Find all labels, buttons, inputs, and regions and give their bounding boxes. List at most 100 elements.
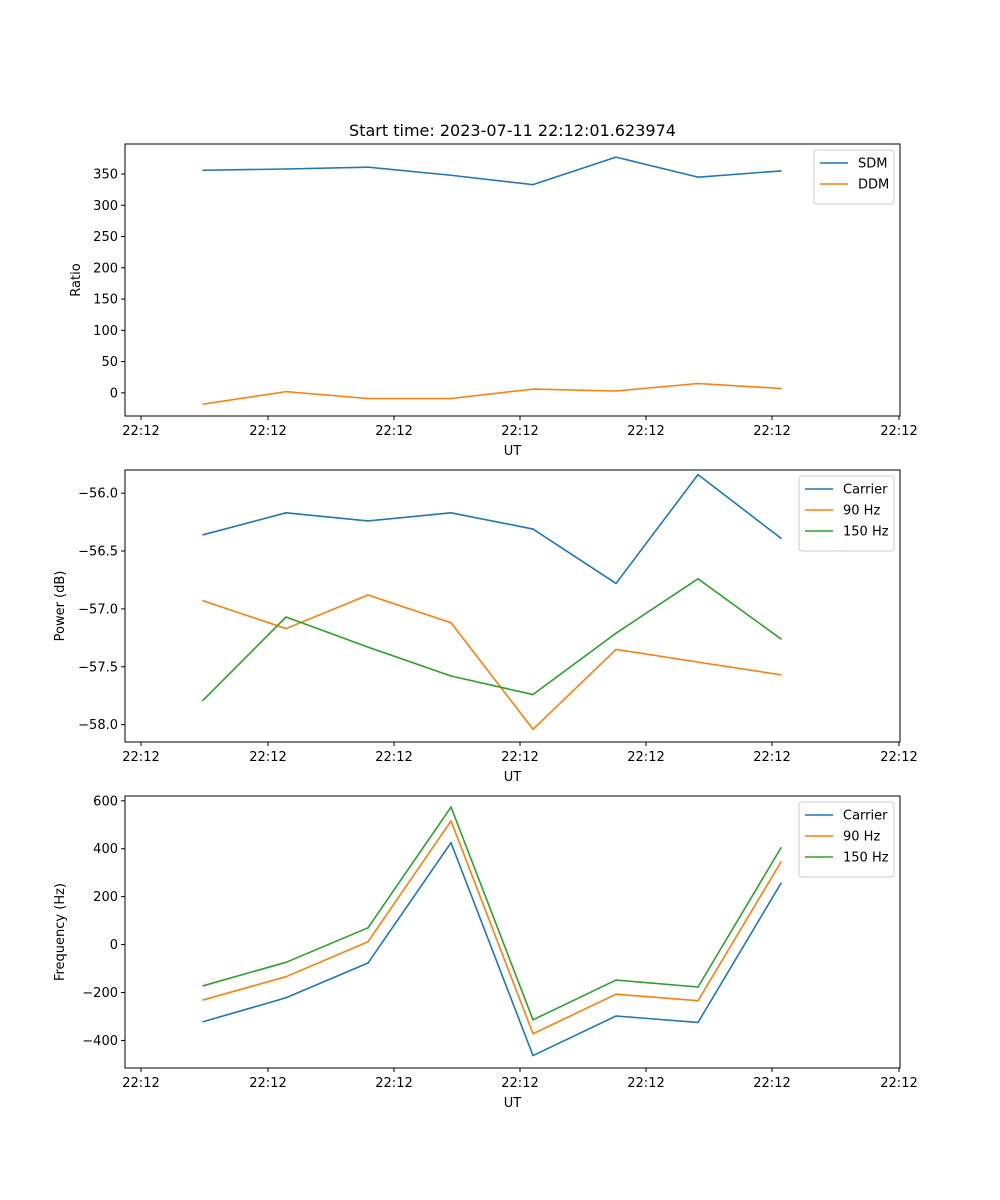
data-point xyxy=(780,170,782,172)
legend-label: Carrier xyxy=(843,809,888,824)
data-point xyxy=(532,693,534,696)
chart-panel-1: 0 50 100 150 200 250 300 350 22:12 22:12 22:12 22:1… xyxy=(69,121,918,459)
x-tick-label: 22:12 xyxy=(375,750,412,765)
data-point xyxy=(532,728,534,731)
data-point xyxy=(285,996,287,999)
data-point xyxy=(285,616,287,618)
y-axis-label: Power (dB) xyxy=(53,571,68,642)
data-point xyxy=(450,806,452,808)
y-tick-label: 150 xyxy=(93,293,118,308)
data-point xyxy=(615,1015,617,1017)
data-point xyxy=(697,999,699,1002)
data-point xyxy=(202,534,204,536)
data-point xyxy=(202,699,204,702)
data-point xyxy=(367,397,369,400)
data-point xyxy=(780,638,782,640)
legend-label: 150 Hz xyxy=(843,851,889,866)
series-line-carrier xyxy=(202,473,782,585)
y-tick-label: 300 xyxy=(93,199,118,214)
data-point xyxy=(532,183,534,186)
series-line-sdm xyxy=(202,156,782,186)
data-point xyxy=(450,621,452,624)
data-point xyxy=(202,169,204,172)
data-point xyxy=(532,1032,534,1035)
data-point xyxy=(202,1020,204,1023)
legend-box xyxy=(798,475,895,552)
y-tick-label: −400 xyxy=(82,1034,118,1049)
data-point xyxy=(615,979,617,981)
x-tick-label: 22:12 xyxy=(501,424,538,439)
x-tick-label: 22:12 xyxy=(375,424,412,439)
y-tick-label: −58.0 xyxy=(78,718,118,733)
y-tick-label: −200 xyxy=(82,986,118,1001)
series-line-150-hz xyxy=(202,806,782,1021)
data-point xyxy=(532,1019,534,1021)
data-point xyxy=(202,985,204,987)
x-axis-label: UT xyxy=(504,1096,522,1111)
data-point xyxy=(367,166,369,168)
y-tick-label: 250 xyxy=(93,230,118,245)
x-tick-label: 22:12 xyxy=(249,424,286,439)
x-axis-label: UT xyxy=(504,770,522,785)
x-tick-label: 22:12 xyxy=(753,424,790,439)
data-point xyxy=(697,661,699,663)
x-tick-label: 22:12 xyxy=(375,1076,412,1091)
data-point xyxy=(285,168,287,170)
legend-label: SDM xyxy=(858,157,887,172)
series-line-150-hz xyxy=(202,577,782,701)
data-point xyxy=(615,993,617,995)
data-point xyxy=(285,975,287,978)
x-tick-label: 22:12 xyxy=(249,750,286,765)
x-tick-label: 22:12 xyxy=(122,1076,159,1091)
data-point xyxy=(367,520,369,522)
x-tick-label: 22:12 xyxy=(249,1076,286,1091)
data-point xyxy=(697,176,699,178)
data-point xyxy=(780,537,782,540)
x-tick-label: 22:12 xyxy=(753,1076,790,1091)
legend-label: 90 Hz xyxy=(843,504,880,519)
y-tick-label: −57.0 xyxy=(78,602,118,617)
x-tick-label: 22:12 xyxy=(122,750,159,765)
data-point xyxy=(697,473,699,476)
charts-container: 0 50 100 150 200 250 300 350 22:12 22:12 22:12 22:1… xyxy=(53,121,918,1111)
data-point xyxy=(697,1021,699,1024)
data-point xyxy=(697,986,699,988)
chart-panel-2: −58.0 −57.5 −57.0 −56.5 −56.0 22:12 22:12 22:12… xyxy=(53,469,918,785)
axes-frame xyxy=(124,795,901,1069)
data-point xyxy=(532,388,534,390)
x-tick-label: 22:12 xyxy=(880,750,917,765)
data-point xyxy=(780,387,782,390)
legend-label: 90 Hz xyxy=(843,830,880,845)
data-point xyxy=(202,599,204,602)
x-tick-label: 22:12 xyxy=(880,424,917,439)
chart-title: Start time: 2023-07-11 22:12:01.623974 xyxy=(349,121,676,140)
x-tick-label: 22:12 xyxy=(627,424,664,439)
data-point xyxy=(780,882,782,885)
data-point xyxy=(285,512,287,514)
data-point xyxy=(202,999,204,1001)
x-tick-label: 22:12 xyxy=(122,424,159,439)
y-tick-label: 350 xyxy=(93,168,118,183)
data-point xyxy=(615,156,617,158)
series-line-carrier xyxy=(202,841,782,1057)
x-tick-label: 22:12 xyxy=(753,750,790,765)
data-point xyxy=(615,632,617,634)
axes-frame xyxy=(124,143,901,417)
x-tick-label: 22:12 xyxy=(627,750,664,765)
axes-frame xyxy=(124,469,901,743)
y-tick-label: 50 xyxy=(101,355,118,370)
x-tick-label: 22:12 xyxy=(880,1076,917,1091)
legend-label: Carrier xyxy=(843,483,888,498)
y-axis-label: Ratio xyxy=(69,263,84,296)
y-tick-label: −56.0 xyxy=(78,487,118,502)
data-point xyxy=(367,927,369,929)
y-tick-label: −56.5 xyxy=(78,545,118,560)
y-tick-label: 400 xyxy=(93,842,118,857)
y-tick-label: 200 xyxy=(93,261,118,276)
data-point xyxy=(697,578,699,580)
data-point xyxy=(615,390,617,392)
x-tick-label: 22:12 xyxy=(501,750,538,765)
data-point xyxy=(697,382,699,385)
data-point xyxy=(450,174,452,177)
data-point xyxy=(532,528,534,530)
